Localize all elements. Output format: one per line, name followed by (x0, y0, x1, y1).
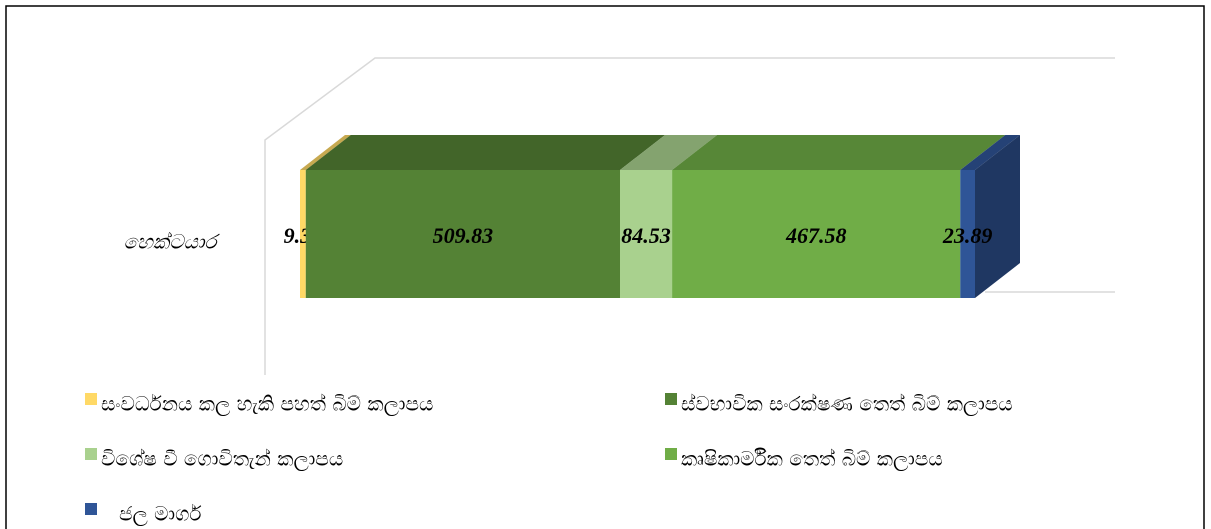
legend-swatch (665, 393, 677, 405)
bar-top (300, 135, 351, 170)
bar (300, 170, 306, 298)
bar-side (975, 135, 1020, 298)
bar-top (672, 135, 1006, 170)
data-label: 509.83 (433, 223, 494, 248)
data-label: 467.58 (785, 223, 847, 248)
category-label: හෙක්ටයාර (123, 230, 220, 254)
bar (672, 170, 961, 298)
legend-label: ජල මාර්ග (119, 502, 202, 527)
legend-swatch (85, 393, 97, 405)
legend-label: විශේෂ වී ගොවිතැන් කලාපය (101, 447, 343, 472)
legend-label: ස්වභාවික සංරක්ෂණ තෙත් බිම් කලාපය (681, 392, 1013, 417)
frame (5, 5, 1205, 529)
legend-label: කෘෂිකාර්මික තෙත් බිම් කලාපය (681, 447, 943, 472)
legend-swatch (85, 448, 97, 460)
data-label: 84.53 (621, 223, 671, 248)
bar-top (960, 135, 1020, 170)
back-wall (264, 57, 1115, 375)
bar-top (620, 135, 718, 170)
legend-swatch (85, 503, 97, 515)
legend-label: සංවර්ධනය කල හැකි පහත් බිම් කලාපය (101, 392, 433, 417)
bar (620, 170, 673, 298)
bar-top (305, 135, 666, 170)
legend-swatch (665, 448, 677, 460)
bar (305, 170, 621, 298)
data-label: 23.89 (942, 223, 993, 248)
bar (960, 170, 975, 298)
